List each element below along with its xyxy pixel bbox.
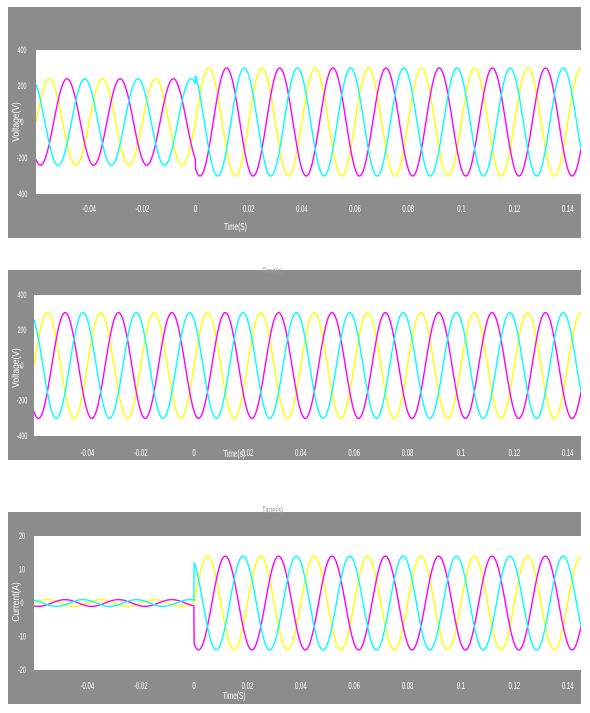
x-tick-label: 0.12 xyxy=(509,204,521,215)
y-tick-label: -400 xyxy=(17,431,28,442)
waveforms xyxy=(34,555,581,651)
x-tick-label: 0.1 xyxy=(457,681,466,692)
series-line-1 xyxy=(34,555,581,651)
x-tick-label: 0 xyxy=(192,448,196,459)
x-tick-label: 0.02 xyxy=(243,204,255,215)
series-line-1 xyxy=(34,311,581,420)
voltage-chart-middle: -0.04 -0.02 0 0.02 0.04 0.06 0.08 0.1 0.12 0.14 -4… xyxy=(8,270,581,460)
x-tick-label: 0.08 xyxy=(402,204,414,215)
y-tick-label: 0 xyxy=(20,117,23,128)
current-chart-bottom: -0.04 -0.02 0 0.02 0.04 0.06 0.08 0.1 0.12 0.14 -2… xyxy=(8,512,581,704)
waveforms xyxy=(36,67,581,177)
x-tick-label: 0.12 xyxy=(508,681,520,692)
series-line-2 xyxy=(34,555,581,651)
series-line-2 xyxy=(34,311,581,420)
x-tick-label: 0.06 xyxy=(348,448,360,459)
x-tick-label: 0.04 xyxy=(295,448,307,459)
voltage-chart-top: -0.04 -0.02 0 0.02 0.04 0.06 0.08 0.1 0.12 0.14 -4… xyxy=(8,7,581,238)
x-tick-label: -0.04 xyxy=(82,204,96,215)
x-axis-label: Time(s) xyxy=(223,448,245,460)
x-tick-label: 0.1 xyxy=(457,448,466,459)
x-tick-label: 0 xyxy=(194,204,198,215)
y-axis-label: Current(A) xyxy=(10,582,21,622)
x-tick-label: -0.04 xyxy=(81,681,95,692)
y-tick-label: 0 xyxy=(20,598,23,609)
x-tick-label: -0.02 xyxy=(136,204,150,215)
x-tick-label: 0.02 xyxy=(242,681,254,692)
chart-svg: -0.04 -0.02 0 0.02 0.04 0.06 0.08 0.1 0.12 0.14 -4… xyxy=(10,290,581,460)
waveforms xyxy=(34,311,581,420)
x-tick-label: 0.04 xyxy=(295,681,307,692)
y-tick-label: -20 xyxy=(18,665,26,676)
y-tick-label: 400 xyxy=(18,290,27,301)
x-tick-label: 0.08 xyxy=(402,448,414,459)
plot-area xyxy=(34,536,581,670)
series-line-3 xyxy=(36,67,581,177)
x-tick-label: 0.06 xyxy=(349,204,361,215)
y-tick-label: -200 xyxy=(17,395,28,406)
chart-svg: -0.04 -0.02 0 0.02 0.04 0.06 0.08 0.1 0.12 0.14 -2… xyxy=(10,531,581,702)
x-tick-label: 0.12 xyxy=(508,448,520,459)
x-tick-label: 0.02 xyxy=(242,448,254,459)
series-line-3 xyxy=(34,555,581,651)
y-tick-label: -200 xyxy=(17,153,28,164)
y-axis-label: Voltage(V) xyxy=(10,102,21,142)
y-tick-label: -10 xyxy=(18,631,26,642)
plot-area xyxy=(36,50,581,194)
stray-time-label: Time(s) xyxy=(262,266,284,276)
x-tick-label: -0.02 xyxy=(134,448,148,459)
x-tick-label: 0.14 xyxy=(562,681,574,692)
y-tick-label: 400 xyxy=(18,45,27,56)
y-tick-label: 10 xyxy=(19,564,25,575)
series-line-3 xyxy=(34,311,581,420)
x-tick-label: 0.14 xyxy=(562,204,574,215)
x-tick-label: -0.02 xyxy=(134,681,148,692)
x-axis-label: Time(S) xyxy=(223,690,246,702)
y-tick-label: 200 xyxy=(18,325,27,336)
stray-time-label: Time(s) xyxy=(262,505,284,515)
x-tick-label: 0.04 xyxy=(296,204,308,215)
x-tick-label: 0.08 xyxy=(402,681,414,692)
chart-svg: -0.04 -0.02 0 0.02 0.04 0.06 0.08 0.1 0.12 0.14 -4… xyxy=(10,45,581,233)
y-axis-label: Voltage(V) xyxy=(10,348,21,388)
plot-area xyxy=(34,295,581,436)
series-line-1 xyxy=(36,67,581,177)
x-tick-label: 0 xyxy=(192,681,196,692)
y-tick-label: 0 xyxy=(20,360,23,371)
x-tick-label: 0.1 xyxy=(457,204,466,215)
x-tick-label: -0.04 xyxy=(81,448,95,459)
x-tick-label: 0.06 xyxy=(348,681,360,692)
y-tick-label: 20 xyxy=(19,531,25,542)
x-axis-label: Time(S) xyxy=(224,221,247,233)
series-line-2 xyxy=(36,67,581,177)
y-tick-label: 200 xyxy=(18,81,27,92)
y-tick-label: -400 xyxy=(17,189,28,200)
x-tick-label: 0.14 xyxy=(562,448,574,459)
